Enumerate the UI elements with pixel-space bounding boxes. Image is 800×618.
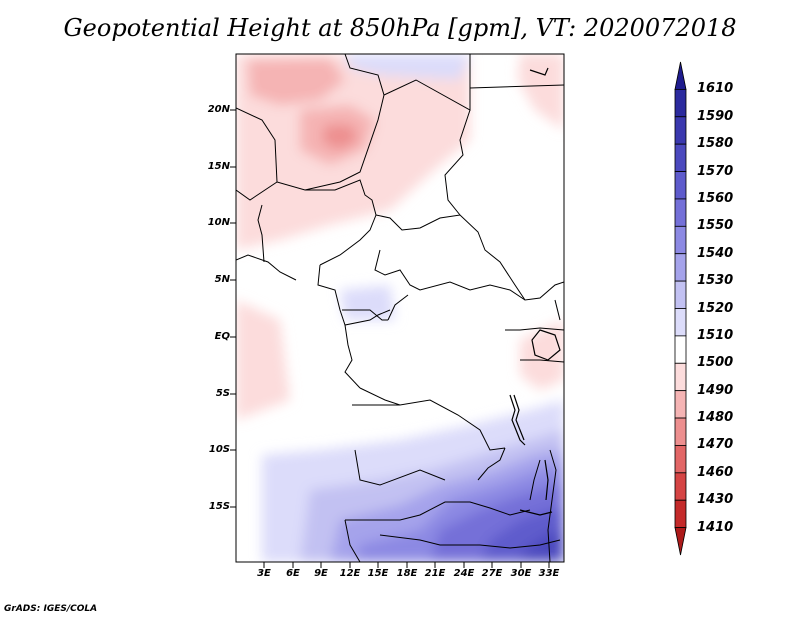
lon-ticks bbox=[263, 562, 550, 568]
lon-label-33e: 33E bbox=[538, 568, 560, 579]
colorbar-label: 1570 bbox=[697, 163, 734, 179]
lat-ticks bbox=[230, 109, 236, 508]
contour-1520-north bbox=[345, 54, 470, 80]
lon-label-9e: 9E bbox=[314, 568, 328, 579]
lon-label-27e: 27E bbox=[481, 568, 503, 579]
colorbar-label: 1550 bbox=[697, 218, 734, 234]
lakes bbox=[509, 67, 561, 516]
contour-1490-core bbox=[248, 58, 345, 105]
colorbar-swatch bbox=[674, 499, 687, 529]
colorbar-swatch bbox=[674, 308, 687, 337]
colorbar-label: 1490 bbox=[697, 382, 734, 398]
colorbar-label: 1610 bbox=[697, 81, 734, 97]
grads-credit: GrADS: IGES/COLA bbox=[4, 604, 98, 614]
lat-label-15n: 15N bbox=[207, 161, 230, 172]
colorbar-label: 1580 bbox=[697, 136, 734, 152]
lon-label-30e: 30E bbox=[510, 568, 532, 579]
colorbar-label: 1410 bbox=[697, 519, 734, 535]
colorbar-label: 1470 bbox=[697, 437, 734, 453]
contour-1500-west bbox=[236, 300, 290, 420]
colorbar-label: 1510 bbox=[697, 327, 734, 343]
lat-label-20n: 20N bbox=[207, 104, 230, 115]
colorbar-label: 1430 bbox=[697, 492, 734, 508]
colorbar-swatch bbox=[674, 198, 687, 227]
contour-1480-core bbox=[322, 125, 358, 150]
lon-label-21e: 21E bbox=[424, 568, 446, 579]
lat-label-10n: 10N bbox=[207, 217, 230, 228]
map-frame bbox=[235, 53, 565, 563]
colorbar-swatch bbox=[674, 116, 687, 145]
lat-label-5n: 5N bbox=[214, 274, 230, 285]
colorbar-swatch bbox=[674, 143, 687, 172]
height-field bbox=[236, 54, 564, 562]
colorbar-swatch bbox=[674, 472, 687, 501]
colorbar-label: 1590 bbox=[697, 108, 734, 124]
colorbar-swatch bbox=[674, 445, 687, 474]
lat-label-eq: EQ bbox=[214, 331, 230, 342]
lon-label-3e: 3E bbox=[257, 568, 271, 579]
colorbar-label: 1500 bbox=[697, 355, 734, 371]
colorbar-swatch bbox=[674, 61, 687, 90]
colorbar-label: 1540 bbox=[697, 245, 734, 261]
lat-label-5s: 5S bbox=[215, 388, 230, 399]
colorbar-swatch bbox=[674, 253, 687, 282]
lon-label-6e: 6E bbox=[286, 568, 300, 579]
lon-label-18e: 18E bbox=[396, 568, 418, 579]
chart-title: Geopotential Height at 850hPa [gpm], VT:… bbox=[63, 14, 737, 42]
contour-1580-south bbox=[520, 530, 564, 562]
colorbar-swatch bbox=[674, 417, 687, 446]
lon-label-12e: 12E bbox=[339, 568, 361, 579]
contour-1500-northeast bbox=[518, 54, 564, 130]
colorbar-label: 1560 bbox=[697, 190, 734, 206]
colorbar-label: 1530 bbox=[697, 273, 734, 289]
country-borders bbox=[236, 54, 564, 562]
colorbar-swatch bbox=[674, 171, 687, 200]
colorbar-label: 1460 bbox=[697, 464, 734, 480]
lon-label-24e: 24E bbox=[453, 568, 475, 579]
contour-1500-east bbox=[520, 320, 564, 390]
colorbar-swatch bbox=[674, 527, 687, 556]
lat-label-10s: 10S bbox=[208, 444, 230, 455]
colorbar-label: 1480 bbox=[697, 410, 734, 426]
colorbar-label: 1520 bbox=[697, 300, 734, 316]
colorbar-swatch bbox=[674, 88, 687, 118]
lon-label-15e: 15E bbox=[367, 568, 389, 579]
colorbar bbox=[674, 61, 687, 556]
colorbar-swatch bbox=[674, 335, 687, 364]
colorbar-swatch bbox=[674, 390, 687, 419]
colorbar-swatch bbox=[674, 225, 687, 255]
contour-1520-center bbox=[340, 285, 395, 320]
colorbar-swatch bbox=[674, 362, 687, 392]
colorbar-swatch bbox=[674, 280, 687, 309]
lat-label-15s: 15S bbox=[208, 501, 230, 512]
